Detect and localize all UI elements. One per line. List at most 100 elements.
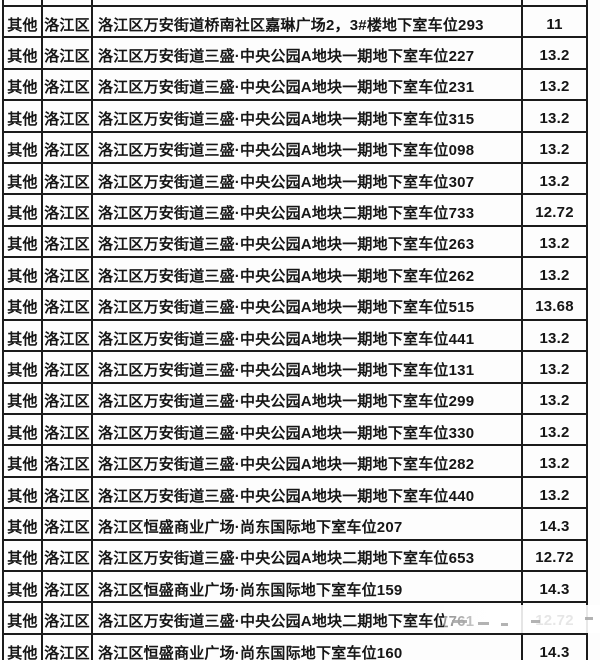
- table-row: 其他 洛江区 洛江区恒盛商业广场·尚东国际地下室车位159 14.3: [4, 572, 588, 604]
- address-cell: 洛江区万安街道三盛·中央公园A地块二期地下室车位733: [93, 195, 523, 227]
- category-cell: 其他: [4, 163, 43, 196]
- table-row: 其他 洛江区 洛江区万安街道三盛·中央公园A地块一期地下室车位307 13.2: [4, 163, 588, 196]
- table-row: 其他 洛江区 洛江区万安街道三盛·中央公园A地块一期地下室车位098 13.2: [4, 132, 588, 164]
- category-cell: 其他: [4, 603, 43, 635]
- table-row: 其他 洛江区 洛江区万安街道三盛·中央公园A地块一期地下室车位441 13.2: [4, 320, 588, 353]
- address-cell: 洛江区万安街道三盛·中央公园A地块一期地下室车位440: [93, 477, 523, 510]
- district-cell: 洛江区: [43, 446, 93, 478]
- address-cell: 洛江区万安街道三盛·中央公园A地块一期地下室车位098: [93, 132, 523, 164]
- category-cell: 其他: [4, 320, 43, 353]
- district-cell: 洛江区: [43, 383, 93, 416]
- district-cell: 洛江区: [43, 540, 93, 573]
- watermark-dash: [501, 623, 508, 626]
- category-cell: 其他: [4, 383, 43, 416]
- category-cell: 其他: [4, 132, 43, 164]
- price-cell: 14.3: [523, 572, 588, 604]
- district-cell: 洛江区: [43, 509, 93, 541]
- price-cell: 14.3: [523, 509, 588, 541]
- watermark-dash: [478, 622, 489, 625]
- table-row: 其他 洛江区 洛江区万安街道三盛·中央公园A地块一期地下室车位263 13.2: [4, 226, 588, 259]
- category-cell: 其他: [4, 7, 43, 39]
- address-cell: 洛江区万安街道三盛·中央公园A地块一期地下室车位307: [93, 163, 523, 196]
- table-row: 其他 洛江区 洛江区万安街道三盛·中央公园A地块二期地下室车位653 12.72: [4, 540, 588, 573]
- category-cell: 其他: [4, 226, 43, 259]
- price-cell: 13.2: [523, 163, 588, 196]
- table-row: 其他 洛江区 洛江区万安街道三盛·中央公园A地块一期地下室车位315 13.2: [4, 101, 588, 133]
- price-cell: 13.2: [523, 320, 588, 353]
- table-row: 其他 洛江区 洛江区万安街道三盛·中央公园A地块一期地下室车位330 13.2: [4, 415, 588, 447]
- table-row: 其他 洛江区 洛江区万安街道三盛·中央公园A地块一期地下室车位282 13.2: [4, 446, 588, 478]
- table-row: 其他 洛江区 洛江区万安街道三盛·中央公园A地块一期地下室车位227 13.2: [4, 38, 588, 70]
- address-cell: 洛江区万安街道三盛·中央公园A地块一期地下室车位131: [93, 352, 523, 384]
- category-cell: 其他: [4, 477, 43, 510]
- cropped-row-top: [4, 0, 588, 7]
- address-cell: 洛江区万安街道三盛·中央公园A地块一期地下室车位515: [93, 289, 523, 321]
- table-row: 其他 洛江区 洛江区万安街道三盛·中央公园A地块二期地下室车位733 12.72: [4, 195, 588, 227]
- address-cell: 洛江区万安街道三盛·中央公园A地块一期地下室车位282: [93, 446, 523, 478]
- address-cell: 洛江区万安街道三盛·中央公园A地块一期地下室车位299: [93, 383, 523, 416]
- district-cell: 洛江区: [43, 572, 93, 604]
- listing-table-wrapper: 其他 洛江区 洛江区万安街道桥南社区嘉琳广场2，3#楼地下室车位293 11 其…: [2, 0, 588, 660]
- table-body: 其他 洛江区 洛江区万安街道桥南社区嘉琳广场2，3#楼地下室车位293 11 其…: [4, 0, 588, 660]
- district-cell: 洛江区: [43, 415, 93, 447]
- district-cell: 洛江区: [43, 38, 93, 70]
- watermark-dash: [452, 620, 467, 623]
- district-cell: 洛江区: [43, 7, 93, 39]
- table-row: 其他 洛江区 洛江区万安街道三盛·中央公园A地块一期地下室车位231 13.2: [4, 69, 588, 102]
- district-cell: 洛江区: [43, 69, 93, 102]
- category-cell: 其他: [4, 38, 43, 70]
- address-cell: 洛江区万安街道三盛·中央公园A地块一期地下室车位262: [93, 258, 523, 290]
- category-cell: 其他: [4, 195, 43, 227]
- district-cell: 洛江区: [43, 258, 93, 290]
- district-cell: 洛江区: [43, 101, 93, 133]
- price-cell: 13.2: [523, 446, 588, 478]
- price-cell: 14.3: [523, 634, 588, 660]
- table-row: 其他 洛江区 洛江区万安街道三盛·中央公园A地块一期地下室车位299 13.2: [4, 383, 588, 416]
- address-cell: 洛江区恒盛商业广场·尚东国际地下室车位207: [93, 509, 523, 541]
- address-cell: 洛江区万安街道桥南社区嘉琳广场2，3#楼地下室车位293: [93, 7, 523, 39]
- price-cell: 13.2: [523, 38, 588, 70]
- table-row: 其他 洛江区 洛江区万安街道三盛·中央公园A地块一期地下室车位262 13.2: [4, 258, 588, 290]
- district-cell: 洛江区: [43, 320, 93, 353]
- address-cell: 洛江区万安街道三盛·中央公园A地块一期地下室车位227: [93, 38, 523, 70]
- category-cell: 其他: [4, 509, 43, 541]
- category-cell: 其他: [4, 415, 43, 447]
- district-cell: 洛江区: [43, 477, 93, 510]
- watermark-dash: [531, 620, 540, 623]
- table-row: 其他 洛江区 洛江区恒盛商业广场·尚东国际地下室车位160 14.3: [4, 634, 588, 660]
- price-cell: 13.2: [523, 258, 588, 290]
- price-cell: 13.2: [523, 352, 588, 384]
- address-cell: 洛江区万安街道三盛·中央公园A地块一期地下室车位330: [93, 415, 523, 447]
- watermark-dash: [585, 617, 593, 620]
- table-row: 其他 洛江区 洛江区万安街道三盛·中央公园A地块一期地下室车位131 13.2: [4, 352, 588, 384]
- price-cell: 13.2: [523, 415, 588, 447]
- district-cell: 洛江区: [43, 634, 93, 660]
- price-cell: 13.2: [523, 69, 588, 102]
- address-cell: 洛江区万安街道三盛·中央公园A地块一期地下室车位231: [93, 69, 523, 102]
- address-cell: 洛江区万安街道三盛·中央公园A地块二期地下室车位653: [93, 540, 523, 573]
- price-cell: 13.2: [523, 226, 588, 259]
- district-cell: 洛江区: [43, 603, 93, 635]
- district-cell: 洛江区: [43, 352, 93, 384]
- address-cell: 洛江区恒盛商业广场·尚东国际地下室车位160: [93, 634, 523, 660]
- price-cell: 12.72: [523, 540, 588, 573]
- category-cell: 其他: [4, 101, 43, 133]
- table-row: 其他 洛江区 洛江区万安街道三盛·中央公园A地块一期地下室车位515 13.68: [4, 289, 588, 321]
- price-cell: 11: [523, 7, 588, 39]
- price-cell: 13.2: [523, 477, 588, 510]
- price-cell: 13.68: [523, 289, 588, 321]
- category-cell: 其他: [4, 572, 43, 604]
- address-cell: 洛江区万安街道三盛·中央公园A地块一期地下室车位263: [93, 226, 523, 259]
- category-cell: 其他: [4, 352, 43, 384]
- district-cell: 洛江区: [43, 195, 93, 227]
- table-row: 其他 洛江区 洛江区恒盛商业广场·尚东国际地下室车位207 14.3: [4, 509, 588, 541]
- district-cell: 洛江区: [43, 163, 93, 196]
- address-cell: 洛江区万安街道三盛·中央公园A地块一期地下室车位315: [93, 101, 523, 133]
- price-cell: 12.72: [523, 195, 588, 227]
- price-cell: 13.2: [523, 383, 588, 416]
- price-cell: 13.2: [523, 132, 588, 164]
- address-cell: 洛江区万安街道三盛·中央公园A地块一期地下室车位441: [93, 320, 523, 353]
- watermark-overlay: [444, 605, 600, 633]
- category-cell: 其他: [4, 540, 43, 573]
